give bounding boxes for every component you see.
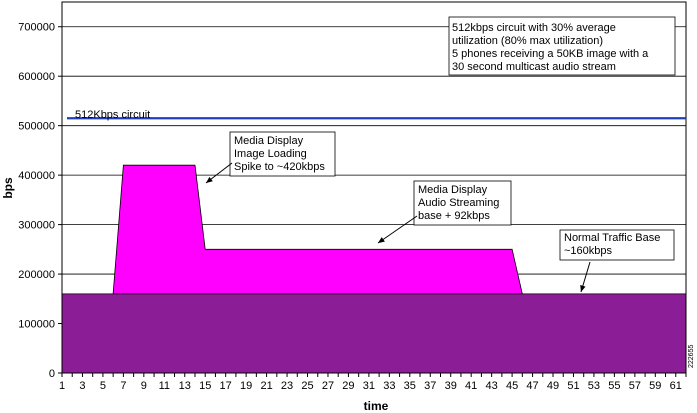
- x-tick-label: 13: [179, 380, 191, 392]
- x-tick-label: 15: [199, 380, 211, 392]
- x-tick-label: 41: [465, 380, 477, 392]
- x-tick-label: 9: [141, 380, 147, 392]
- circuit-label: 512Kbps circuit: [75, 109, 150, 121]
- x-tick-label: 11: [159, 380, 170, 392]
- x-tick-label: 45: [506, 380, 518, 392]
- x-tick-label: 43: [486, 380, 498, 392]
- base-arrow-head: [580, 285, 586, 292]
- purple-area-layer: [61, 293, 687, 374]
- x-tick-label: 35: [404, 380, 416, 392]
- figure-id: 222655: [688, 345, 695, 368]
- x-tick-label: 59: [649, 380, 661, 392]
- x-tick-label: 49: [547, 380, 559, 392]
- y-tick-label: 600000: [18, 71, 55, 83]
- annotations: 512kbps circuit with 30% average utilizat…: [75, 16, 676, 293]
- y-tick-label: 100000: [18, 319, 55, 331]
- x-tick-label: 47: [526, 380, 538, 392]
- info-box: [448, 16, 676, 76]
- audio-note-text: Media Display Audio Streaming base + 92kbp…: [418, 184, 499, 222]
- x-tick-label: 1: [59, 380, 65, 392]
- spike-note-text: Media Display Image Loading Spike to ~420k…: [234, 135, 325, 173]
- y-tick-label: 200000: [18, 269, 55, 281]
- y-tick-label: 0: [49, 368, 55, 380]
- spike-note-box: [229, 131, 336, 177]
- x-tick-label: 57: [629, 380, 641, 392]
- info-text: 512kbps circuit with 30% average utilizat…: [452, 22, 649, 73]
- x-tick-label: 37: [424, 380, 436, 392]
- y-tick-label: 300000: [18, 220, 55, 232]
- x-tick-label: 17: [220, 380, 232, 392]
- audio-note-box: [413, 180, 512, 226]
- y-tick-label: 700000: [18, 22, 55, 34]
- x-tick-label: 55: [608, 380, 620, 392]
- base-traffic-area: [61, 293, 687, 374]
- audio-arrow-head: [378, 237, 385, 243]
- y-tick-label: 400000: [18, 170, 55, 182]
- y-tick-label: 500000: [18, 121, 55, 133]
- x-tick-label: 27: [322, 380, 334, 392]
- x-tick-label: 31: [363, 380, 375, 392]
- audio-arrow: [377, 215, 418, 244]
- x-tick-label: 7: [120, 380, 126, 392]
- plot-frame: [61, 1, 687, 374]
- x-tick-label: 25: [301, 380, 313, 392]
- base-note-text: Normal Traffic Base ~160kbps: [564, 232, 660, 257]
- x-tick-labels: 1 3 5 7 9 11 13 15 17 19 21 23 25 27 29 31 33 35 37 39 41 43 4…: [59, 380, 682, 392]
- y-tick-labels: 0 100000 200000 300000 400000 500000 600000 700…: [18, 22, 55, 380]
- x-tick-label: 61: [670, 380, 682, 392]
- base-note-box: [559, 229, 675, 261]
- spike-arrow-head: [206, 176, 213, 183]
- x-tick-label: 39: [445, 380, 457, 392]
- x-axis-title: time: [364, 399, 389, 413]
- plot-frame-layer: [61, 1, 687, 377]
- x-tick-label: 5: [100, 380, 106, 392]
- x-tick-label: 3: [79, 380, 85, 392]
- x-tick-label: 19: [240, 380, 252, 392]
- x-tick-label: 51: [567, 380, 579, 392]
- x-tick-label: 53: [588, 380, 600, 392]
- x-tick-label: 29: [342, 380, 354, 392]
- x-tick-label: 23: [281, 380, 293, 392]
- x-tick-label: 33: [383, 380, 395, 392]
- y-axis-title: bps: [1, 177, 15, 199]
- x-tick-label: 21: [260, 380, 272, 392]
